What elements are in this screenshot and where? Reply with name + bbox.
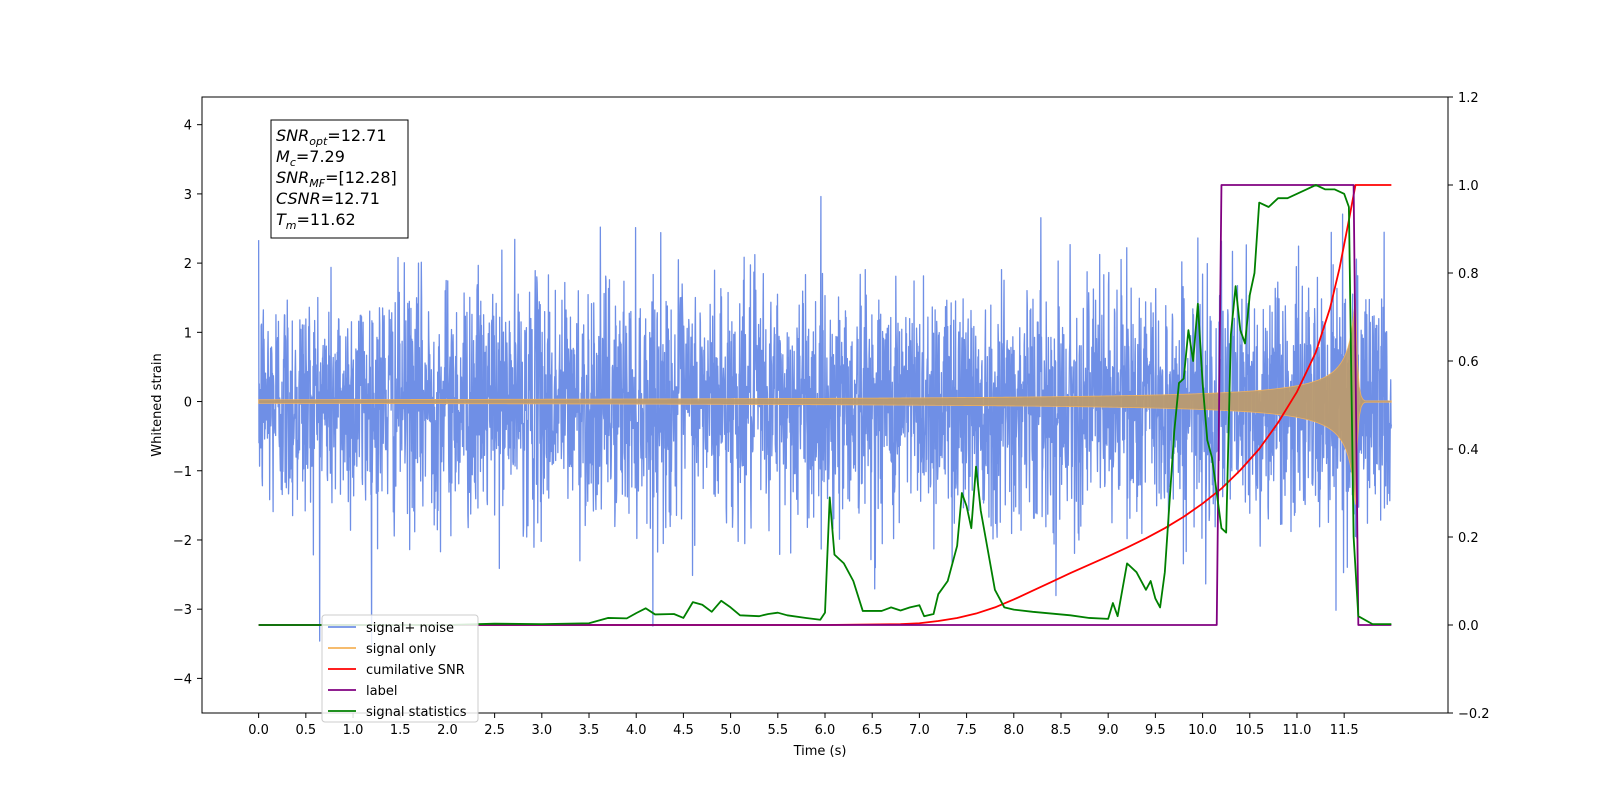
series-cumulative-snr bbox=[258, 184, 1392, 626]
info-box-line: Mc=7.29 bbox=[276, 147, 345, 169]
x-tick-label: 3.5 bbox=[579, 723, 600, 738]
x-tick-label: 4.0 bbox=[626, 723, 647, 738]
legend-frame bbox=[321, 614, 479, 723]
series-label bbox=[258, 184, 1392, 626]
info-subscript: c bbox=[290, 156, 296, 169]
legend-entry: label bbox=[366, 684, 397, 699]
y-axis-right: 1.2 1.0 0.8 0.6 0.4 0.2 0.0 −0.2 bbox=[1448, 91, 1490, 722]
x-tick-label: 6.5 bbox=[862, 723, 883, 738]
legend-entry: signal statistics bbox=[366, 705, 467, 720]
x-tick-label: 8.0 bbox=[1003, 723, 1024, 738]
y-tick-label: 0 bbox=[184, 396, 192, 411]
info-symbol: SNR bbox=[276, 168, 309, 187]
x-tick-label: 2.0 bbox=[437, 723, 458, 738]
legend-entry: signal+ noise bbox=[366, 621, 454, 636]
info-symbol: T bbox=[276, 210, 287, 229]
info-box-line: CSNR=12.71 bbox=[276, 189, 380, 208]
x-tick-label: 7.0 bbox=[909, 723, 930, 738]
y-right-tick-label: 1.2 bbox=[1458, 91, 1479, 106]
series-signal-noise bbox=[257, 195, 1393, 647]
x-tick-label: 3.0 bbox=[531, 723, 552, 738]
legend-entry: cumilative SNR bbox=[366, 663, 465, 678]
x-tick-label: 0.5 bbox=[295, 723, 316, 738]
info-box-line: SNRopt=12.71 bbox=[276, 126, 387, 148]
info-value: =7.29 bbox=[296, 147, 345, 166]
x-axis-label: Time (s) bbox=[793, 744, 847, 759]
info-symbol: CSNR bbox=[276, 189, 321, 208]
y-right-tick-label: −0.2 bbox=[1458, 707, 1490, 722]
legend-entry: signal only bbox=[366, 642, 436, 657]
x-tick-label: 9.5 bbox=[1145, 723, 1166, 738]
y-tick-label: 4 bbox=[184, 119, 192, 134]
y-right-tick-label: 0.6 bbox=[1458, 355, 1479, 370]
y-tick-label: −4 bbox=[173, 672, 192, 687]
legend: signal+ noise signal only cumilative SNR la… bbox=[321, 614, 479, 723]
info-symbol: SNR bbox=[276, 126, 309, 145]
info-value: =12.71 bbox=[321, 189, 380, 208]
y-right-tick-label: 0.2 bbox=[1458, 531, 1479, 546]
info-symbol: M bbox=[276, 147, 290, 166]
x-tick-label: 4.5 bbox=[673, 723, 694, 738]
info-value: =12.71 bbox=[327, 126, 386, 145]
info-box-line: SNRMF=[12.28] bbox=[276, 168, 397, 190]
x-tick-label: 10.0 bbox=[1188, 723, 1217, 738]
x-tick-label: 8.5 bbox=[1051, 723, 1072, 738]
y-right-tick-label: 0.8 bbox=[1458, 267, 1479, 282]
series-layer bbox=[257, 184, 1393, 647]
info-value: =11.62 bbox=[297, 210, 356, 229]
y-tick-label: −3 bbox=[173, 603, 192, 618]
y-axis-left: 4 3 2 1 0 −1 −2 −3 −4 bbox=[173, 119, 202, 687]
x-axis: 0.0 0.5 1.0 1.5 2.0 2.5 3.0 3.5 4.0 4.5 5.0 5.5 6.0 6… bbox=[248, 713, 1359, 738]
info-box-frame bbox=[270, 119, 409, 239]
y-right-tick-label: 0.4 bbox=[1458, 443, 1479, 458]
series-signal-only bbox=[258, 298, 1392, 505]
x-tick-label: 11.5 bbox=[1330, 723, 1359, 738]
info-value: =[12.28] bbox=[325, 168, 397, 187]
x-tick-label: 7.5 bbox=[956, 723, 977, 738]
y-axis-label: Whitened strain bbox=[150, 353, 165, 456]
y-right-tick-label: 0.0 bbox=[1458, 619, 1479, 634]
x-tick-label: 6.0 bbox=[815, 723, 836, 738]
y-right-tick-label: 1.0 bbox=[1458, 179, 1479, 194]
x-tick-label: 1.5 bbox=[390, 723, 411, 738]
y-tick-label: −1 bbox=[173, 465, 192, 480]
x-tick-label: 11.0 bbox=[1282, 723, 1311, 738]
x-tick-label: 2.5 bbox=[484, 723, 505, 738]
info-subscript: MF bbox=[309, 177, 325, 190]
info-box: SNRopt=12.71Mc=7.29SNRMF=[12.28]CSNR=12.… bbox=[270, 119, 409, 239]
y-tick-label: 1 bbox=[184, 326, 192, 341]
x-tick-label: 5.0 bbox=[720, 723, 741, 738]
y-tick-label: 2 bbox=[184, 257, 192, 272]
x-tick-label: 10.5 bbox=[1235, 723, 1264, 738]
info-subscript: m bbox=[286, 219, 297, 232]
y-tick-label: −2 bbox=[173, 534, 192, 549]
x-tick-label: 1.0 bbox=[343, 723, 364, 738]
x-tick-label: 0.0 bbox=[248, 723, 269, 738]
y-tick-label: 3 bbox=[184, 188, 192, 203]
info-subscript: opt bbox=[309, 135, 328, 148]
x-tick-label: 5.5 bbox=[767, 723, 788, 738]
series-signal-statistics bbox=[258, 184, 1392, 626]
info-box-line: Tm=11.62 bbox=[276, 210, 356, 232]
x-tick-label: 9.0 bbox=[1098, 723, 1119, 738]
